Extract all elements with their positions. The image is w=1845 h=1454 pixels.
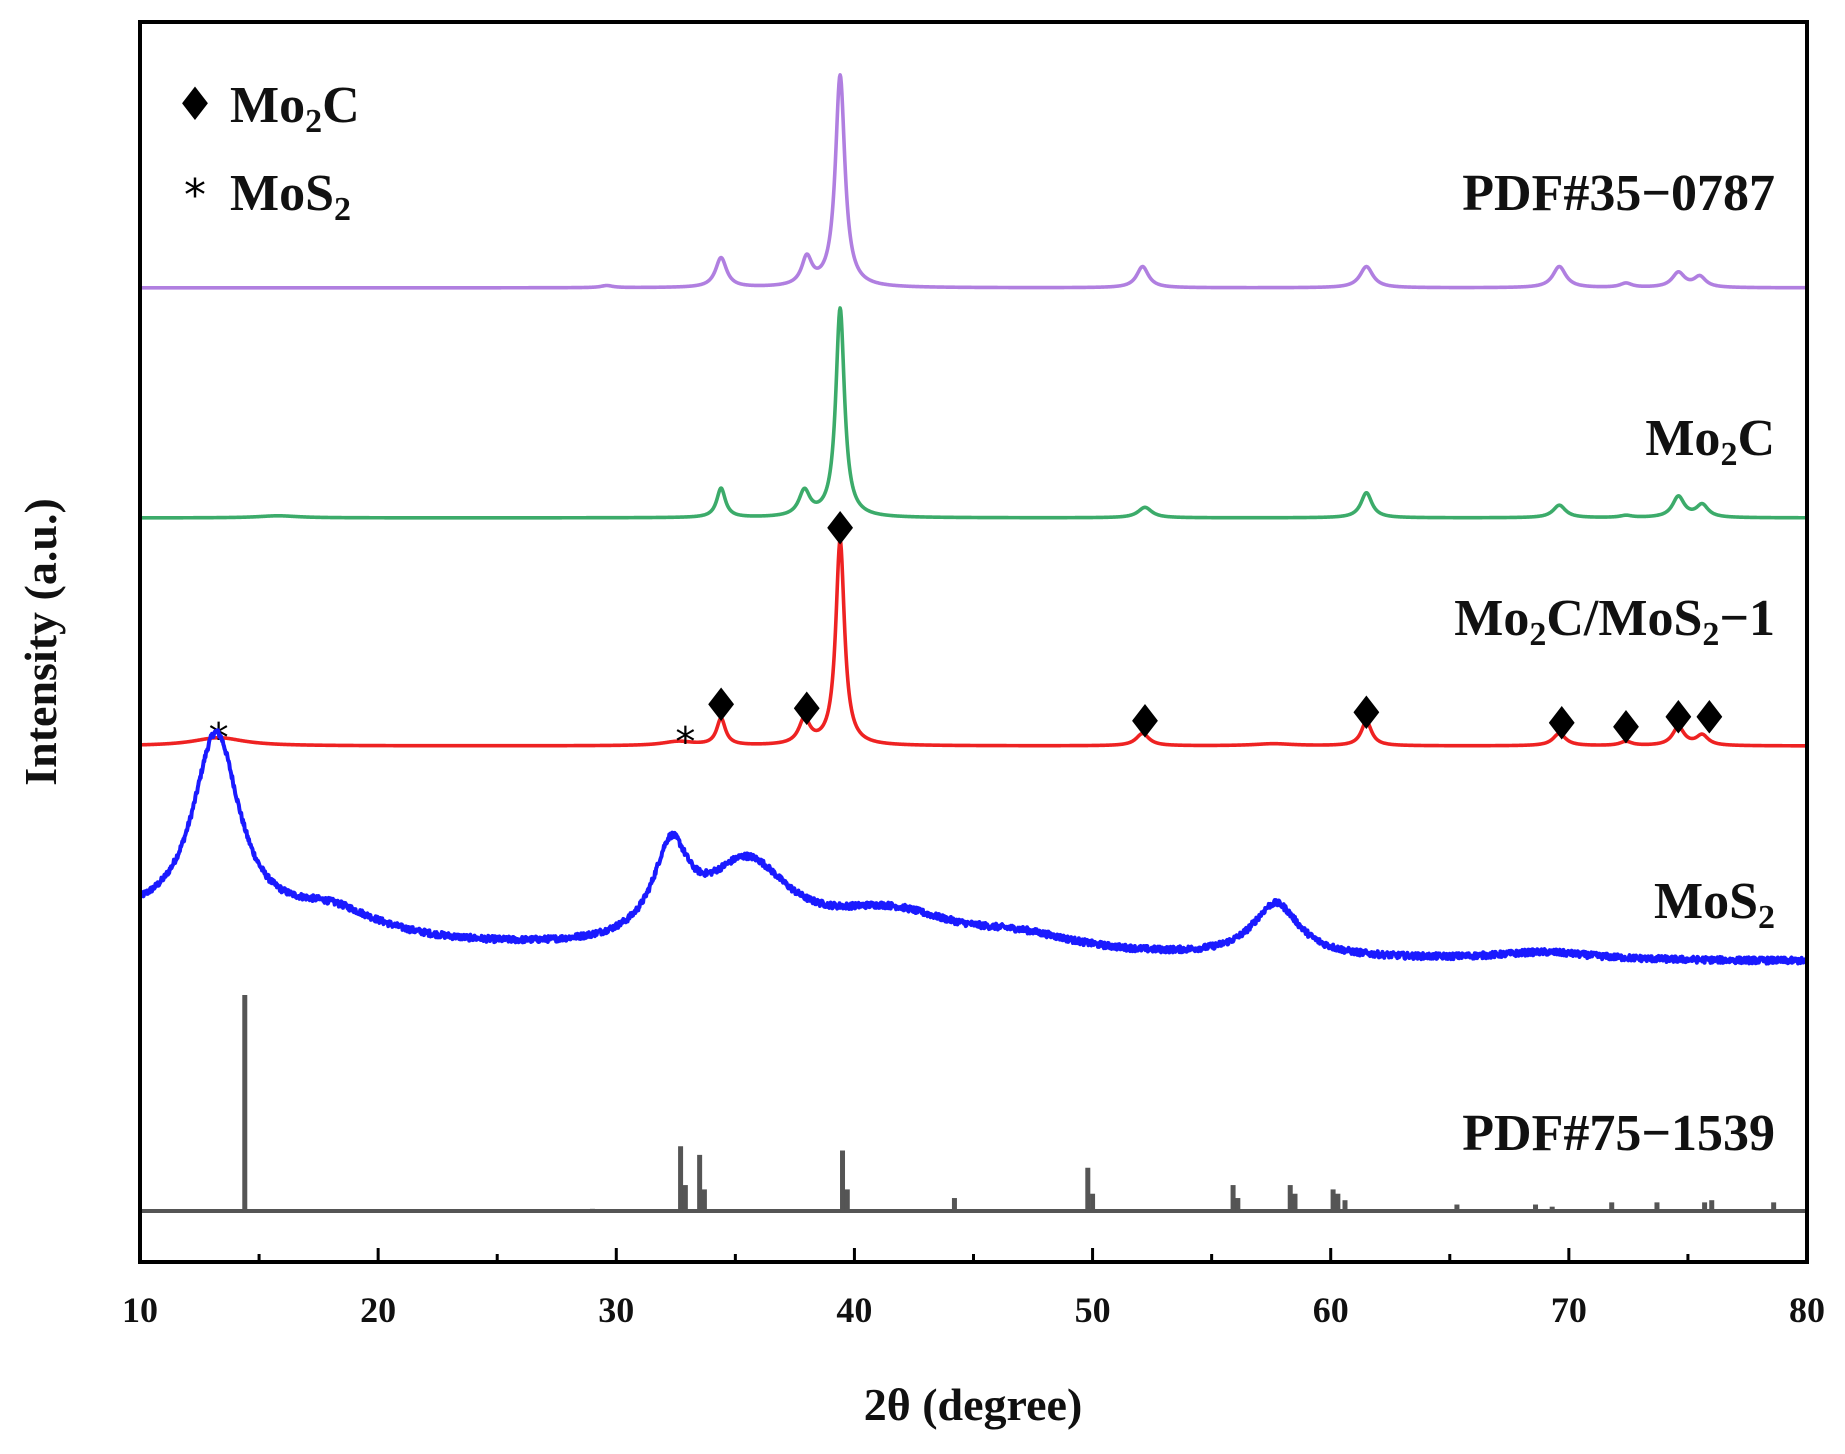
x-tick-label: 70	[1551, 1290, 1587, 1330]
mo2c-peak-marker: ♦	[1124, 694, 1165, 748]
mo2c-peak-marker: ♦	[786, 682, 827, 736]
series-label-pdf-75-1539: PDF#75−1539	[1462, 1105, 1775, 1162]
x-tick-label: 50	[1075, 1290, 1111, 1330]
x-tick-label: 10	[122, 1290, 158, 1330]
y-axis-title: Intensity (a.u.)	[15, 498, 66, 786]
plot-area: * *♦ ♦♦♦ ♦ ♦ ♦ ♦♦	[138, 73, 1809, 1213]
x-tick-label: 40	[836, 1290, 872, 1330]
mo2c-peak-marker: ♦	[700, 678, 741, 732]
mo2c-peak-marker: ♦	[1346, 686, 1387, 740]
series-mos2	[138, 728, 1809, 966]
mo2c-peak-marker: ♦	[1658, 690, 1699, 744]
series-label-mo2c-mos2-1: Mo2C/MoS2−1	[1454, 590, 1775, 653]
series-mo2c-mos2-1	[138, 538, 1809, 748]
series-mo2c	[138, 306, 1809, 520]
x-tick-label: 30	[598, 1290, 634, 1330]
mos2-peak-marker: *	[675, 720, 695, 766]
x-axis-title: 2θ (degree)	[864, 1379, 1083, 1430]
legend: ♦ Mo2C * MoS2	[174, 77, 359, 228]
series-label-mos2: MoS2	[1654, 873, 1775, 936]
series-pdf-35-0787	[138, 73, 1809, 290]
series-label-mo2c: Mo2C	[1645, 410, 1775, 473]
series-labels: PDF#35−0787 Mo2C Mo2C/MoS2−1 MoS2 PDF#75−153…	[1454, 165, 1775, 1162]
x-tick-label: 80	[1789, 1290, 1825, 1330]
x-tick-label: 60	[1313, 1290, 1349, 1330]
legend-label-mo2c: Mo2C	[230, 77, 360, 140]
legend-label-mos2: MoS2	[230, 165, 351, 228]
legend-symbol-mos2: *	[184, 170, 206, 221]
series-label-pdf-35-0787: PDF#35−0787	[1462, 165, 1775, 222]
x-tick-label: 20	[360, 1290, 396, 1330]
x-axis-ticks: 10 20 30 40 50 60 70 80	[122, 1248, 1825, 1330]
mo2c-peak-marker: ♦	[1605, 701, 1646, 755]
mo2c-peak-marker: ♦	[1541, 696, 1582, 750]
mo2c-peak-marker: ♦	[1689, 690, 1730, 744]
legend-symbol-mo2c: ♦	[174, 77, 215, 131]
mo2c-peak-marker: ♦	[820, 502, 861, 556]
series-pdf-75-1539	[140, 995, 1807, 1213]
